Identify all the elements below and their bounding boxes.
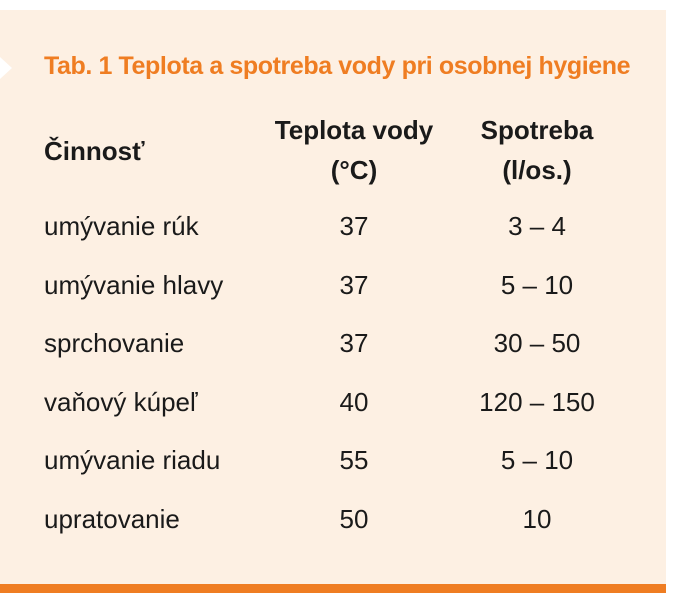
table-row: upratovanie 50 10 (0, 496, 666, 555)
cell-activity: vaňový kúpeľ (44, 386, 198, 417)
table-title: Tab. 1 Teplota a spotreba vody pri osobn… (44, 52, 631, 80)
cell-consumption: 120 – 150 (479, 386, 595, 417)
cell-activity: upratovanie (44, 503, 180, 534)
header-temperature: Teplota vody (°C) (263, 110, 445, 190)
header-temperature-line1: Teplota vody (274, 115, 434, 145)
header-consumption: Spotreba (l/os.) (462, 110, 612, 190)
cell-activity: sprchovanie (44, 328, 185, 359)
cell-temperature: 50 (339, 503, 369, 534)
panel-notch (0, 57, 12, 79)
cell-activity: umývanie riadu (44, 445, 221, 476)
header-consumption-line1: Spotreba (480, 115, 594, 145)
table-row: sprchovanie 37 30 – 50 (0, 320, 666, 379)
cell-temperature: 37 (339, 269, 369, 300)
header-temperature-line2: (°C) (330, 155, 378, 185)
cell-consumption: 3 – 4 (508, 211, 566, 241)
table-row: vaňový kúpeľ 40 120 – 150 (0, 379, 666, 438)
cell-consumption: 30 – 50 (493, 328, 581, 359)
table-row: umývanie hlavy 37 5 – 10 (0, 262, 666, 321)
cell-consumption: 5 – 10 (500, 269, 574, 300)
table-panel (0, 10, 666, 584)
cell-consumption: 10 (522, 503, 552, 534)
cell-activity: umývanie hlavy (44, 269, 224, 300)
header-consumption-line2: (l/os.) (502, 155, 572, 185)
cell-temperature: 37 (339, 211, 369, 241)
cell-temperature: 40 (339, 386, 369, 417)
header-activity-label: Činnosť (44, 136, 145, 166)
header-activity: Činnosť (44, 131, 145, 171)
cell-activity: umývanie rúk (44, 211, 199, 241)
table-body: umývanie rúk 37 3 – 4 umývanie hlavy 37 … (0, 203, 666, 555)
cell-temperature: 37 (339, 328, 369, 359)
cell-consumption: 5 – 10 (500, 445, 574, 476)
cell-temperature: 55 (339, 445, 369, 476)
table-row: umývanie riadu 55 5 – 10 (0, 437, 666, 496)
table-row: umývanie rúk 37 3 – 4 (0, 203, 666, 262)
bottom-divider (0, 584, 666, 593)
